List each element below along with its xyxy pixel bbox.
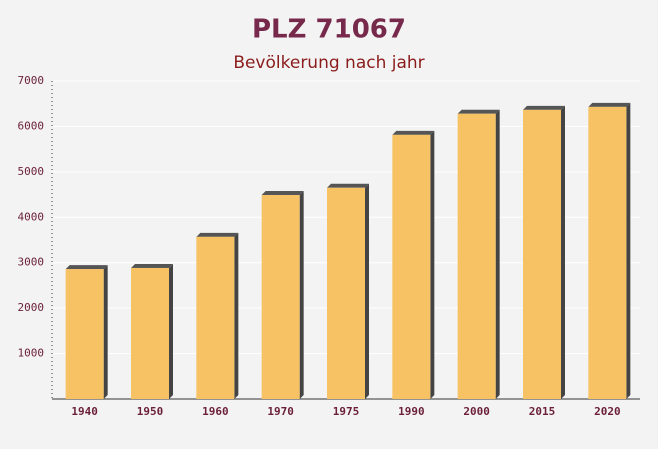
bar-top <box>196 232 239 237</box>
y-tick-label: 2000 <box>18 301 45 314</box>
bar-side <box>169 263 173 399</box>
x-tick-label: 1960 <box>202 405 229 418</box>
bar-top <box>523 105 565 110</box>
bar-top <box>392 130 435 135</box>
x-tick-label: 2000 <box>463 405 490 418</box>
bar <box>131 267 169 399</box>
bar-side <box>299 191 304 399</box>
bar-top <box>327 183 369 188</box>
bar <box>65 269 104 399</box>
y-tick-label: 4000 <box>18 210 45 223</box>
x-tick-label: 1940 <box>71 405 98 418</box>
bar <box>457 113 496 400</box>
bar-side <box>561 105 565 400</box>
bar <box>327 187 365 399</box>
x-tick-label: 1975 <box>333 405 360 418</box>
bar-top <box>261 191 304 196</box>
y-tick-label: 3000 <box>18 256 45 269</box>
x-tick-label: 1970 <box>267 405 294 418</box>
chart-subtitle: Bevölkerung nach jahr <box>233 53 424 73</box>
bar <box>261 195 300 399</box>
bar-top <box>457 109 500 114</box>
chart-title: PLZ 71067 <box>252 15 406 45</box>
bar-side <box>495 109 500 400</box>
y-tick-label: 6000 <box>18 119 45 132</box>
y-tick-label: 5000 <box>18 165 45 178</box>
x-tick-label: 1950 <box>137 405 164 418</box>
bar <box>588 106 627 399</box>
bar-side <box>626 102 631 399</box>
bar-top <box>588 102 631 107</box>
x-tick-label: 1990 <box>398 405 425 418</box>
bar-top <box>65 265 108 270</box>
bar-side <box>234 232 239 399</box>
bar-side <box>103 265 108 399</box>
y-tick-label: 1000 <box>18 347 45 360</box>
x-tick-label: 2015 <box>529 405 556 418</box>
bar <box>392 134 431 399</box>
bar-top <box>131 263 173 268</box>
y-tick-label: 7000 <box>18 74 45 87</box>
x-tick-label: 2020 <box>594 405 621 418</box>
bar <box>196 236 235 399</box>
bar-side <box>365 183 369 399</box>
bar-side <box>430 130 435 399</box>
bar <box>523 109 561 400</box>
